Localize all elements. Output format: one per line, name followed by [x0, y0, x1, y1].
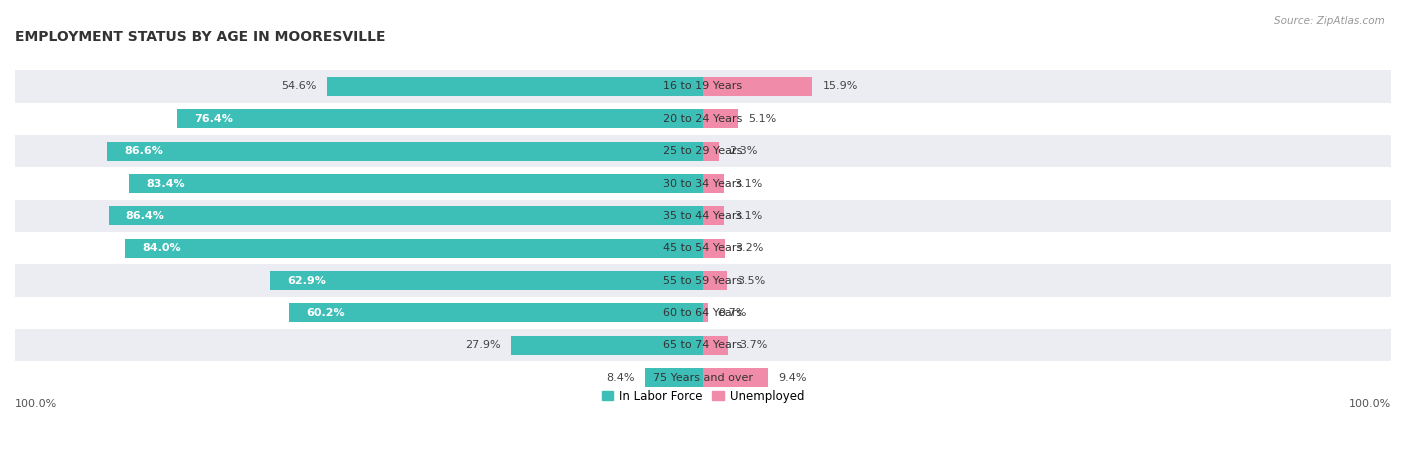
- Text: 20 to 24 Years: 20 to 24 Years: [664, 114, 742, 124]
- Text: Source: ZipAtlas.com: Source: ZipAtlas.com: [1274, 16, 1385, 26]
- Text: 35 to 44 Years: 35 to 44 Years: [664, 211, 742, 221]
- Text: 76.4%: 76.4%: [194, 114, 233, 124]
- Bar: [15, 297, 1391, 329]
- Bar: [15, 232, 1391, 264]
- Bar: [703, 77, 813, 96]
- Bar: [15, 103, 1391, 135]
- Bar: [15, 361, 1391, 394]
- Bar: [703, 239, 725, 258]
- Text: 62.9%: 62.9%: [287, 276, 326, 285]
- Text: 54.6%: 54.6%: [281, 82, 316, 92]
- Text: 3.7%: 3.7%: [738, 340, 768, 350]
- Bar: [129, 174, 703, 193]
- Text: 5.1%: 5.1%: [748, 114, 776, 124]
- Bar: [703, 336, 728, 354]
- Text: 75 Years and over: 75 Years and over: [652, 373, 754, 382]
- Text: 30 to 34 Years: 30 to 34 Years: [664, 179, 742, 189]
- Text: 25 to 29 Years: 25 to 29 Years: [664, 146, 742, 156]
- Text: 83.4%: 83.4%: [146, 179, 186, 189]
- Text: 86.4%: 86.4%: [125, 211, 165, 221]
- Text: 60.2%: 60.2%: [307, 308, 344, 318]
- Text: 0.7%: 0.7%: [718, 308, 747, 318]
- Bar: [703, 110, 738, 128]
- Text: 3.2%: 3.2%: [735, 243, 763, 253]
- Text: 3.5%: 3.5%: [737, 276, 766, 285]
- Bar: [15, 264, 1391, 297]
- Text: 3.1%: 3.1%: [735, 179, 763, 189]
- Bar: [15, 135, 1391, 167]
- Bar: [703, 142, 718, 161]
- Bar: [328, 77, 703, 96]
- Text: 84.0%: 84.0%: [142, 243, 181, 253]
- Text: 15.9%: 15.9%: [823, 82, 858, 92]
- Bar: [108, 207, 703, 225]
- Text: 60 to 64 Years: 60 to 64 Years: [664, 308, 742, 318]
- Bar: [645, 368, 703, 387]
- Bar: [15, 329, 1391, 361]
- Text: 2.3%: 2.3%: [730, 146, 758, 156]
- Text: 65 to 74 Years: 65 to 74 Years: [664, 340, 742, 350]
- Text: 8.4%: 8.4%: [606, 373, 636, 382]
- Bar: [703, 368, 768, 387]
- Text: 27.9%: 27.9%: [465, 340, 501, 350]
- Text: 100.0%: 100.0%: [15, 399, 58, 409]
- Text: 3.1%: 3.1%: [735, 211, 763, 221]
- Bar: [288, 304, 703, 322]
- Text: 100.0%: 100.0%: [1348, 399, 1391, 409]
- Text: 16 to 19 Years: 16 to 19 Years: [664, 82, 742, 92]
- Text: 86.6%: 86.6%: [124, 146, 163, 156]
- Bar: [15, 200, 1391, 232]
- Bar: [703, 174, 724, 193]
- Bar: [510, 336, 703, 354]
- Bar: [703, 304, 707, 322]
- Bar: [15, 70, 1391, 103]
- Text: 9.4%: 9.4%: [778, 373, 807, 382]
- Bar: [107, 142, 703, 161]
- Text: 55 to 59 Years: 55 to 59 Years: [664, 276, 742, 285]
- Bar: [177, 110, 703, 128]
- Bar: [125, 239, 703, 258]
- Bar: [703, 207, 724, 225]
- Bar: [15, 167, 1391, 200]
- Legend: In Labor Force, Unemployed: In Labor Force, Unemployed: [598, 385, 808, 407]
- Bar: [703, 271, 727, 290]
- Text: 45 to 54 Years: 45 to 54 Years: [664, 243, 742, 253]
- Bar: [270, 271, 703, 290]
- Text: EMPLOYMENT STATUS BY AGE IN MOORESVILLE: EMPLOYMENT STATUS BY AGE IN MOORESVILLE: [15, 30, 385, 45]
